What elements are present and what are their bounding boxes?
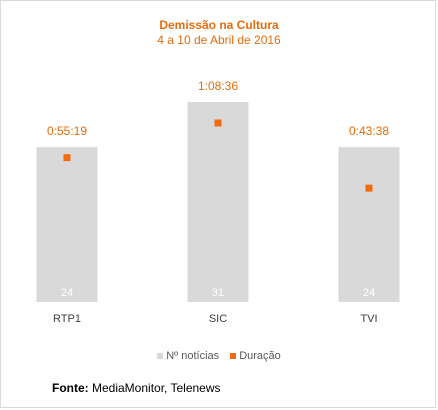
bars-layer	[36, 102, 400, 302]
labels-layer: 24 0:55:19 RTP1 31 1:08:36 SIC 24 0:43:38 TVI	[47, 79, 389, 325]
source-text: MediaMonitor, Telenews	[92, 381, 221, 395]
chart-title: Demissão na Cultura	[159, 18, 279, 32]
legend-item-noticias[interactable]: Nº notícias	[157, 350, 219, 362]
chart-subtitle: 4 a 10 de Abril de 2016	[157, 33, 281, 47]
source-label: Fonte:	[52, 381, 89, 395]
bar-sic[interactable]	[187, 102, 249, 302]
duration-marker-sic[interactable]	[214, 119, 222, 127]
source-note: Fonte: MediaMonitor, Telenews	[52, 381, 221, 395]
x-tick-label-tvi: TVI	[360, 313, 377, 325]
bar-tvi[interactable]	[338, 147, 400, 302]
legend-swatch-noticias	[157, 353, 164, 359]
markers-layer	[63, 119, 373, 192]
bar-value-label-rtp1: 24	[61, 287, 73, 299]
legend-label-noticias: Nº notícias	[166, 350, 220, 362]
chart-legend: Nº notícias Duração	[0, 350, 438, 362]
x-tick-label-rtp1: RTP1	[53, 313, 81, 325]
duration-label-tvi: 0:43:38	[349, 124, 389, 138]
duration-label-sic: 1:08:36	[198, 79, 238, 93]
duration-marker-tvi[interactable]	[365, 184, 373, 192]
duration-marker-rtp1[interactable]	[63, 154, 71, 162]
bar-value-label-sic: 31	[212, 287, 224, 299]
duration-label-rtp1: 0:55:19	[47, 124, 87, 138]
bar-value-label-tvi: 24	[363, 287, 375, 299]
legend-label-duracao: Duração	[239, 350, 281, 362]
bar-rtp1[interactable]	[36, 147, 98, 302]
x-tick-label-sic: SIC	[209, 313, 227, 325]
legend-item-duracao[interactable]: Duração	[230, 350, 281, 362]
legend-swatch-duracao	[230, 353, 237, 359]
